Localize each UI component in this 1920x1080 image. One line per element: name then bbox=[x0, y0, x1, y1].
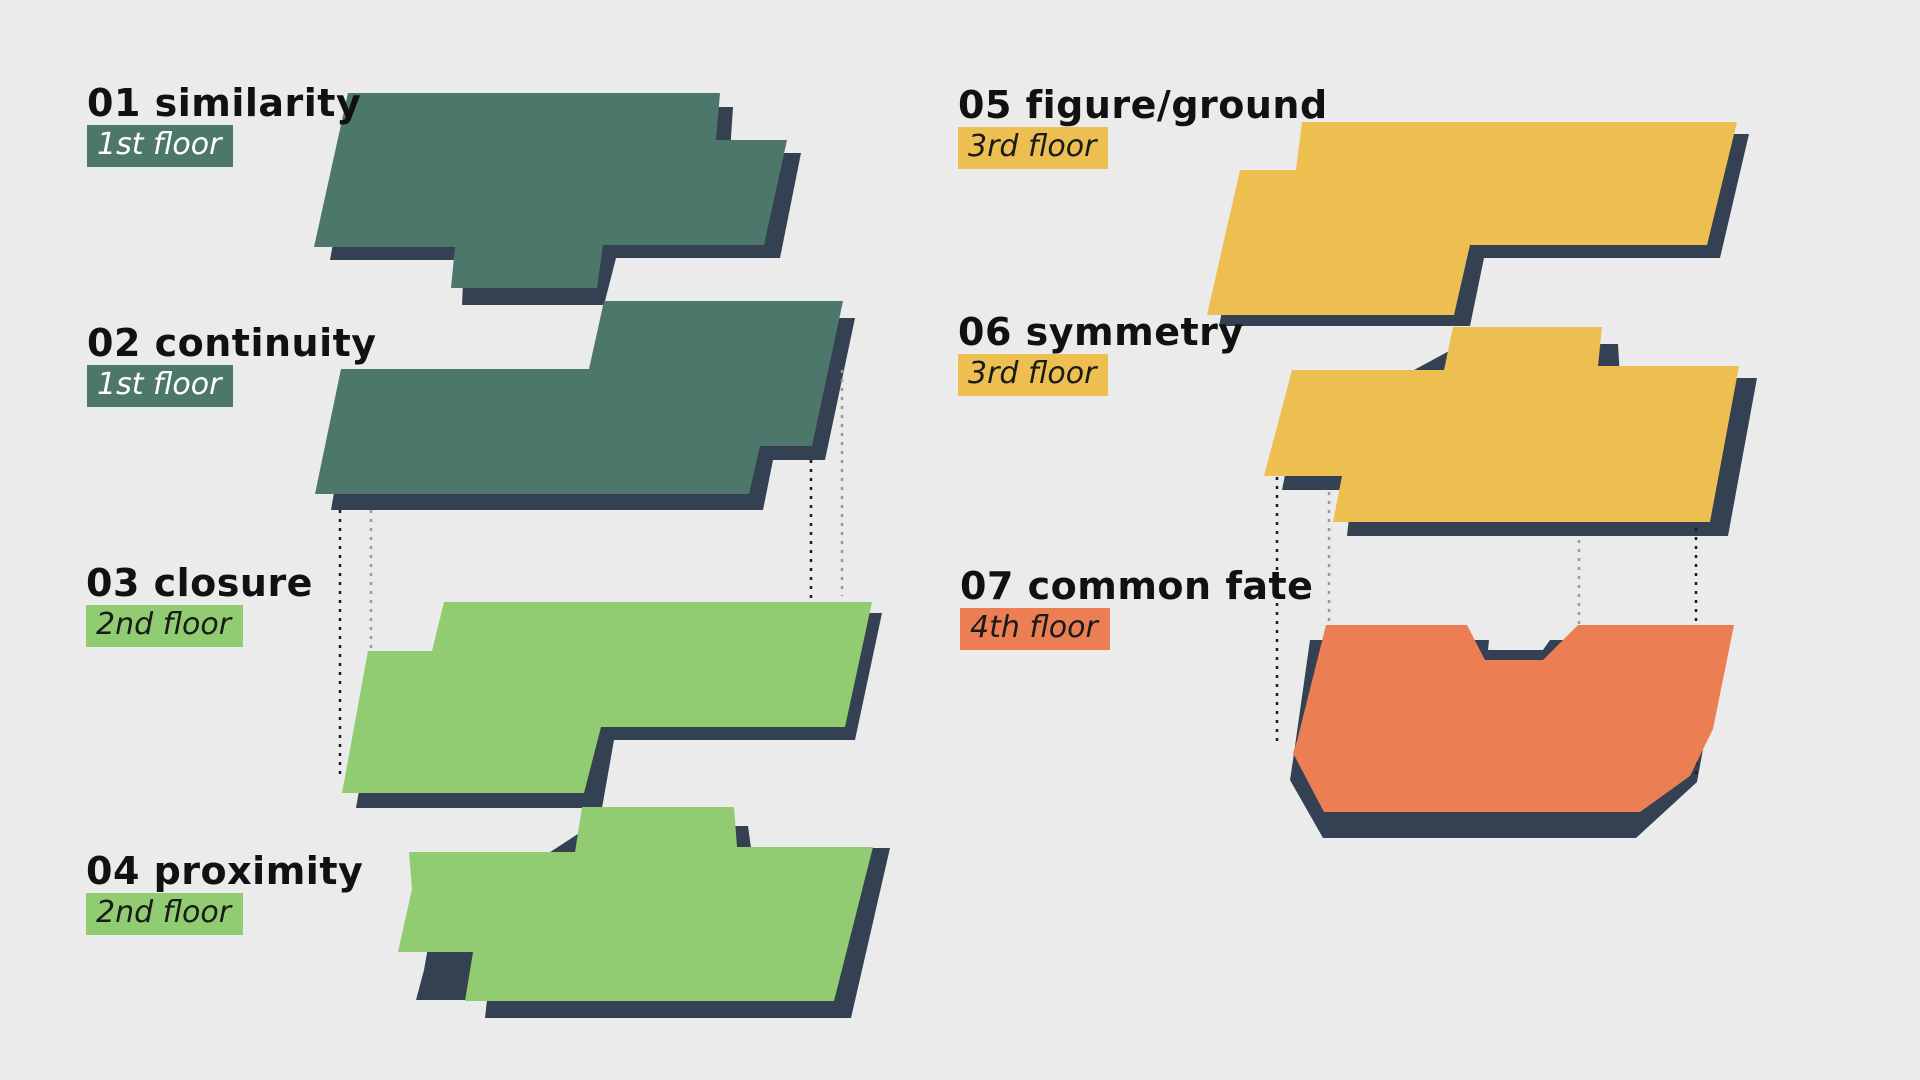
principle-title: 07 common fate bbox=[960, 564, 1314, 608]
floor-tag: 1st floor bbox=[87, 125, 234, 167]
label-02-continuity: 02 continuity 1st floor bbox=[87, 323, 377, 407]
principle-title: 01 similarity bbox=[87, 81, 362, 125]
principle-title: 06 symmetry bbox=[958, 310, 1244, 354]
floor-tag: 4th floor bbox=[960, 608, 1110, 650]
plate-05-figure-ground bbox=[1207, 122, 1737, 315]
floor-tag: 3rd floor bbox=[958, 127, 1109, 169]
label-04-proximity: 04 proximity 2nd floor bbox=[86, 851, 363, 935]
floor-tag: 3rd floor bbox=[958, 354, 1109, 396]
principle-title: 04 proximity bbox=[86, 849, 364, 893]
plate-03-closure bbox=[342, 602, 872, 793]
label-05-figure-ground: 05 figure/ground 3rd floor bbox=[958, 85, 1328, 169]
plate-06-symmetry bbox=[1264, 327, 1739, 522]
label-06-symmetry: 06 symmetry 3rd floor bbox=[958, 312, 1244, 396]
plate-04-proximity bbox=[398, 807, 873, 1001]
label-03-closure: 03 closure 2nd floor bbox=[86, 563, 313, 647]
plate-02-continuity bbox=[315, 301, 843, 494]
label-07-common-fate: 07 common fate 4th floor bbox=[960, 566, 1313, 650]
plate-01-similarity bbox=[314, 93, 787, 288]
floor-tag: 2nd floor bbox=[86, 893, 244, 935]
principle-title: 03 closure bbox=[86, 561, 313, 605]
floor-tag: 1st floor bbox=[87, 365, 234, 407]
floor-tag: 2nd floor bbox=[86, 605, 244, 647]
plate-07-common-fate bbox=[1293, 625, 1734, 812]
label-01-similarity: 01 similarity 1st floor bbox=[87, 83, 361, 167]
principle-title: 05 figure/ground bbox=[958, 83, 1328, 127]
principle-title: 02 continuity bbox=[87, 321, 377, 365]
